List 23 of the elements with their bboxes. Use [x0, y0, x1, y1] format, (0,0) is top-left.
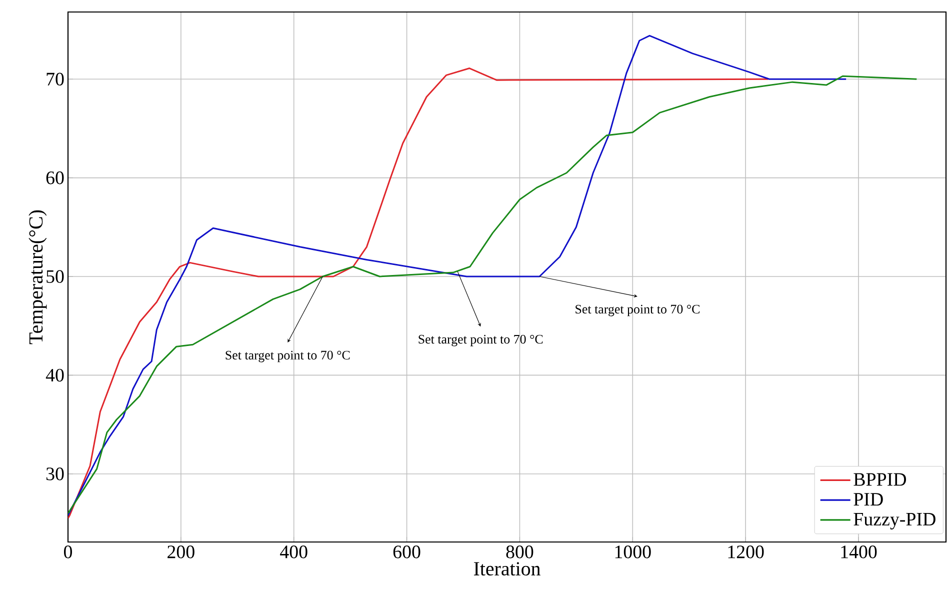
annotation: Set target point to 70 °C — [226, 350, 350, 362]
annotation: Set target point to 70 °C — [576, 304, 700, 316]
y-tick-label: 30 — [46, 468, 64, 480]
x-tick-label: 400 — [280, 546, 308, 558]
x-tick-label: 1000 — [615, 546, 651, 558]
x-tick-label: 800 — [506, 546, 534, 558]
y-tick-label: 70 — [46, 72, 64, 86]
x-tick-label: 200 — [168, 546, 194, 558]
y-tick-label: 60 — [46, 171, 64, 184]
line-series — [68, 34, 847, 516]
x-axis-title: Iteration — [474, 562, 540, 576]
line-series — [68, 68, 769, 520]
x-tick-label: 600 — [393, 546, 420, 558]
y-tick-label: 50 — [46, 270, 64, 283]
x-tick-label: 0 — [64, 546, 72, 558]
legend-label: Fuzzy-PID — [854, 512, 936, 530]
annotation: Set target point to 70 °C — [418, 334, 543, 346]
legend-label: BPPID — [854, 473, 906, 486]
x-tick-label: 1200 — [728, 546, 764, 558]
y-axis-title: Temperature(°C) — [28, 210, 47, 344]
x-tick-label: 1400 — [841, 546, 877, 558]
y-tick-label: 40 — [46, 368, 64, 382]
legend-label: PID — [854, 493, 883, 506]
